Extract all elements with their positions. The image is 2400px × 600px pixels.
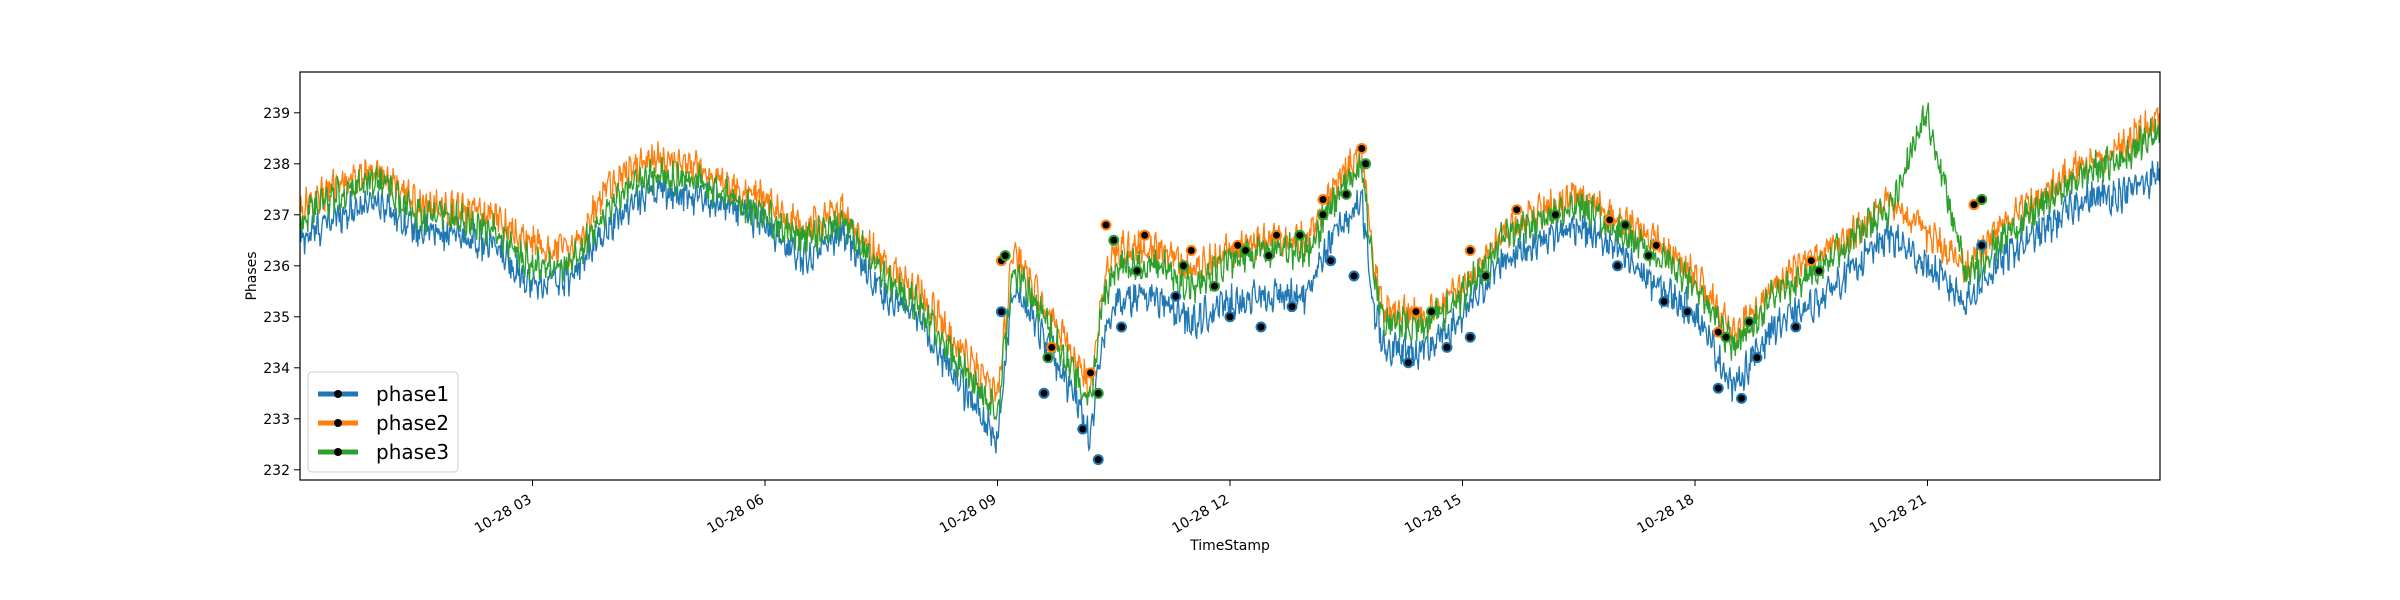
phase3-marker <box>1263 250 1275 262</box>
phase3-marker <box>1480 270 1492 282</box>
phase2-marker <box>1185 245 1197 256</box>
phase1-marker <box>1286 301 1298 313</box>
phase1-marker <box>1712 382 1724 394</box>
phase3-marker <box>1042 352 1054 364</box>
phase3-marker <box>1743 316 1755 328</box>
y-tick-label: 238 <box>263 157 290 173</box>
phase1-marker <box>1612 260 1623 272</box>
phase2-marker <box>1046 341 1058 353</box>
phase3-marker <box>1976 194 1988 205</box>
phase3-marker <box>1317 209 1329 221</box>
phase1-marker <box>1077 423 1089 435</box>
phase1-marker <box>1224 311 1236 323</box>
y-tick-label: 236 <box>263 259 290 275</box>
legend-box <box>307 371 459 473</box>
phase2-marker <box>1604 214 1616 226</box>
legend-label-phase2: phase2 <box>376 411 449 435</box>
phase1-marker <box>1441 341 1453 353</box>
series-layer <box>300 102 2160 466</box>
phase1-marker <box>1170 290 1182 302</box>
phase1-marker <box>995 306 1007 318</box>
phase1-marker <box>1464 331 1476 343</box>
y-tick-label: 237 <box>263 208 290 224</box>
phase1-marker <box>1751 352 1763 364</box>
phase2-marker <box>1085 367 1096 379</box>
phase1-marker <box>1681 306 1693 318</box>
legend-label-phase1: phase1 <box>376 382 449 406</box>
legend: phase1 phase2 phase3 <box>307 371 459 473</box>
phase3-line <box>300 102 2160 421</box>
phase2-marker <box>1511 204 1523 216</box>
phase3-marker <box>1360 158 1372 170</box>
phase2-marker <box>1356 143 1368 154</box>
phase2-marker <box>1232 239 1244 251</box>
phase3-marker <box>1108 234 1120 246</box>
phase2-marker <box>1805 255 1817 267</box>
legend-label-phase3: phase3 <box>376 440 449 464</box>
y-axis-label: Phases <box>244 251 260 300</box>
phase2-marker <box>1650 239 1662 251</box>
phase3-marker <box>1209 280 1220 292</box>
phase1-marker <box>1348 270 1360 282</box>
phase2-marker <box>1464 245 1476 256</box>
phase2-marker <box>1317 194 1329 205</box>
legend-marker-phase2 <box>334 419 342 427</box>
phase3-marker <box>1426 306 1437 318</box>
phase3-marker <box>1178 260 1189 272</box>
x-axis-label: TimeStamp <box>1189 538 1270 554</box>
phase1-line <box>300 160 2160 454</box>
phase1-marker <box>1116 321 1127 333</box>
y-tick-label: 234 <box>263 361 290 377</box>
phase1-marker <box>1658 296 1670 307</box>
phase2-marker <box>1968 199 1980 211</box>
phase2-marker <box>1410 306 1422 318</box>
phase3-marker <box>1619 219 1631 231</box>
phase1-marker <box>1255 321 1267 333</box>
y-tick-label: 235 <box>263 310 290 326</box>
phase3-marker <box>1240 245 1251 256</box>
phase1-marker <box>1736 392 1747 404</box>
y-tick-label: 239 <box>263 106 290 122</box>
phase3-marker <box>1294 229 1306 241</box>
phase1-marker <box>1402 357 1414 369</box>
y-axis: 232 233 234 235 236 237 238 239 <box>263 106 300 479</box>
phase3-marker <box>1340 188 1352 200</box>
legend-marker-phase3 <box>334 448 342 456</box>
phase1-marker <box>1092 454 1104 466</box>
phase2-marker <box>1100 219 1112 231</box>
phase3-marker <box>1131 265 1143 277</box>
phase3-marker <box>1643 250 1654 262</box>
y-tick-label: 232 <box>263 463 290 479</box>
legend-marker-phase1 <box>334 390 342 398</box>
y-tick-label: 233 <box>263 412 290 428</box>
phase3-marker <box>999 250 1011 262</box>
phase1-marker <box>1790 321 1802 333</box>
phase3-marker <box>1813 265 1825 277</box>
phase2-marker <box>1139 229 1151 241</box>
phase1-marker <box>1976 239 1988 251</box>
phase3-marker <box>1550 209 1561 221</box>
phase1-marker <box>1325 255 1337 267</box>
phase1-marker <box>1038 387 1050 399</box>
phase2-marker <box>1271 229 1282 241</box>
phase3-marker <box>1092 387 1104 399</box>
phase2-marker <box>1712 326 1724 338</box>
phase3-marker <box>1720 331 1732 343</box>
